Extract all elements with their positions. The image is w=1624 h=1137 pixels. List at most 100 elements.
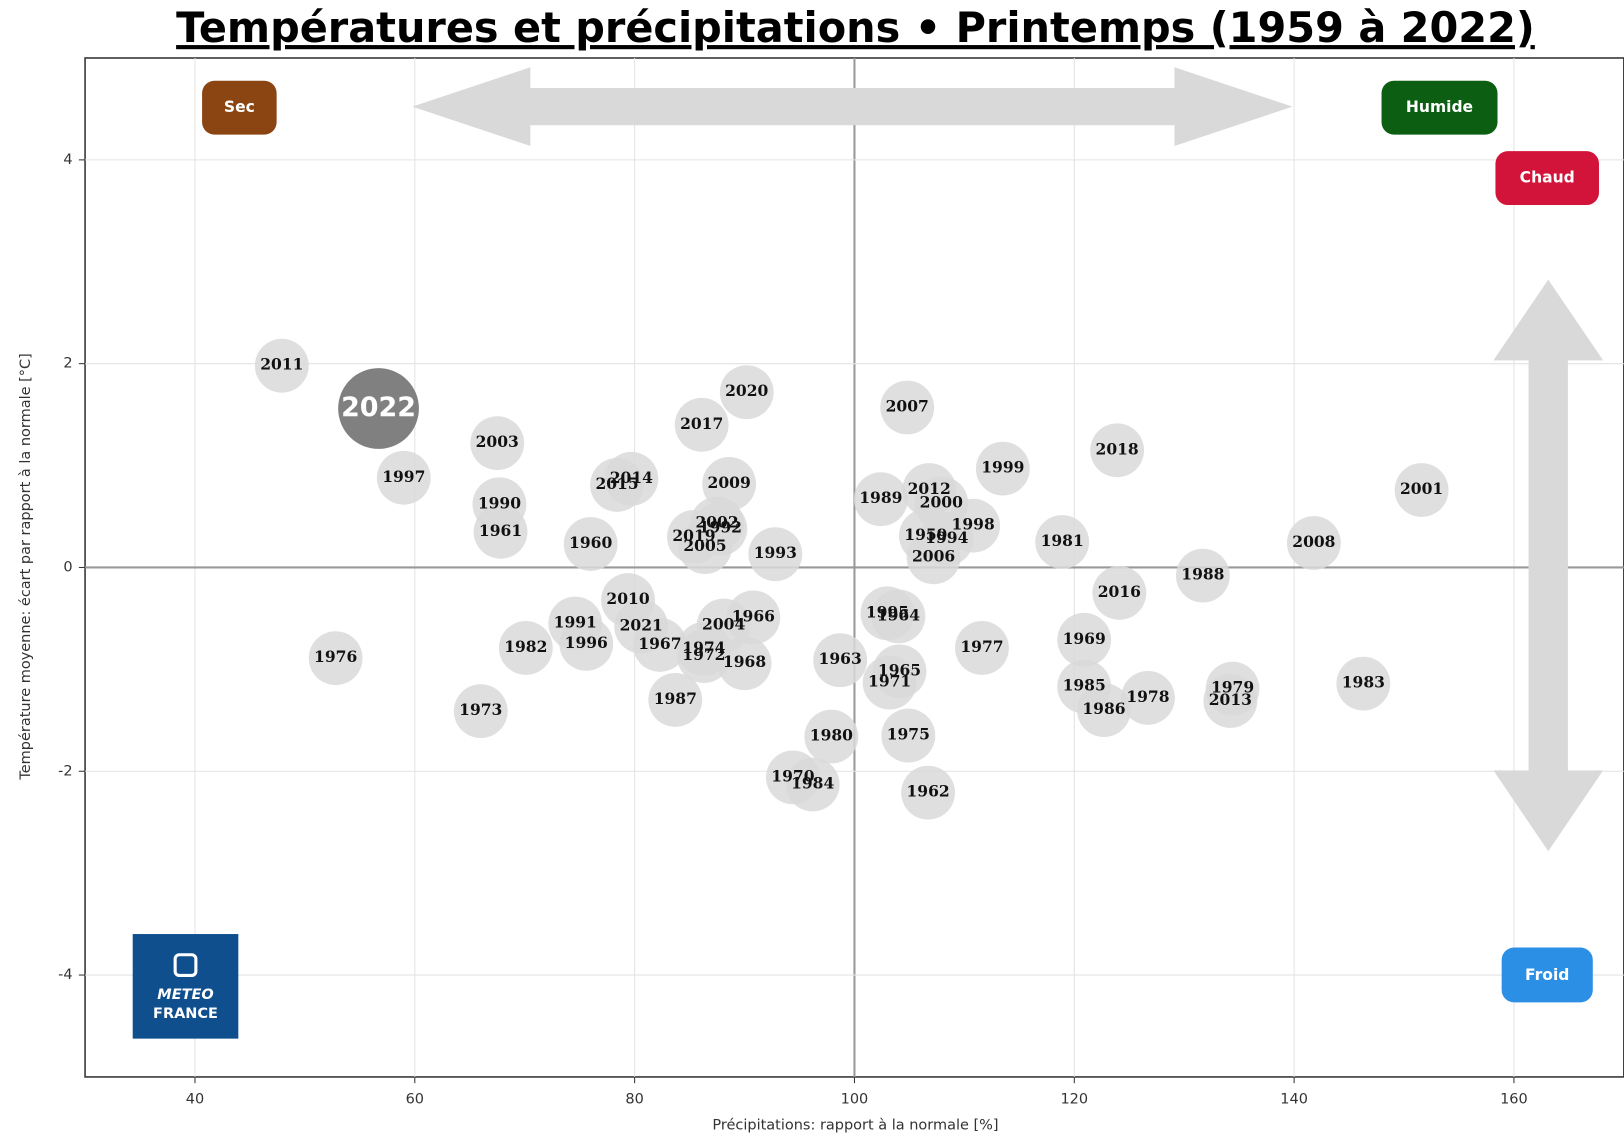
point-label: 1981 (1041, 531, 1084, 550)
point (254, 338, 309, 393)
point-label: 2016 (1098, 582, 1141, 601)
chart-title: Températures et précipitations • Printem… (176, 4, 1535, 52)
point-label: 1967 (638, 634, 681, 653)
y-tick-label: 2 (63, 356, 72, 372)
point (1057, 612, 1112, 667)
point-label: 1971 (868, 672, 911, 691)
point-label: 1979 (1211, 678, 1254, 697)
arrow-vertical (1493, 279, 1604, 852)
point-label: 1983 (1342, 673, 1385, 692)
point-label: 1968 (723, 652, 766, 671)
point-label: 1974 (682, 638, 725, 657)
point-label: 2018 (1096, 439, 1139, 458)
point (1203, 674, 1258, 728)
point-label: 1982 (504, 637, 547, 656)
point-label: 2002 (695, 513, 738, 532)
point-label: 1990 (478, 493, 521, 512)
point-label: 1970 (771, 766, 814, 785)
point-label: 2008 (1292, 532, 1335, 551)
point (338, 368, 419, 449)
y-tick-label: -2 (58, 763, 72, 779)
x-tick-label: 60 (406, 1092, 424, 1108)
point-label: 2022 (341, 392, 416, 423)
point (906, 530, 961, 585)
point-label: 2007 (886, 396, 929, 415)
point-label: 1973 (459, 700, 502, 719)
x-tick-label: 120 (1060, 1092, 1088, 1108)
point (955, 621, 1009, 675)
point (748, 527, 803, 582)
y-tick-label: 0 (63, 559, 72, 575)
point (632, 617, 687, 672)
point (1092, 566, 1147, 620)
point (453, 684, 508, 739)
point-label: 1965 (878, 660, 921, 679)
point-label: 2011 (260, 355, 303, 374)
point (559, 616, 614, 671)
point-label: 1976 (314, 647, 357, 666)
point-label: 1962 (907, 782, 950, 801)
point-label: 2009 (708, 473, 751, 492)
point (1090, 423, 1145, 478)
point-label: 2014 (610, 468, 653, 487)
chaud-label: Chaud (1520, 169, 1575, 187)
point-label: 1992 (699, 518, 742, 537)
point (1336, 656, 1391, 711)
point-label: 1995 (866, 602, 909, 621)
y-axis-label: Température moyenne: écart par rapport à… (18, 353, 34, 780)
x-tick-label: 160 (1500, 1092, 1528, 1108)
point-label: 2017 (680, 414, 723, 433)
logo (132, 934, 239, 1039)
decorations (412, 67, 1604, 852)
point (813, 633, 868, 688)
point-label: 1959 (904, 525, 947, 544)
point (604, 451, 659, 506)
point (1175, 548, 1230, 603)
point-label: 2019 (672, 526, 715, 545)
point-label: 1997 (382, 467, 425, 486)
point-label: 1980 (810, 726, 853, 745)
point-label: 2000 (920, 492, 963, 511)
point (470, 416, 525, 471)
froid-box (1501, 947, 1593, 1003)
point-label: 1977 (960, 637, 1003, 656)
point-label: 2015 (595, 474, 638, 493)
y-tick-label: -4 (58, 967, 72, 983)
froid-label: Froid (1525, 966, 1569, 984)
point (901, 765, 956, 820)
point-label: 1996 (565, 633, 608, 652)
point (804, 709, 859, 764)
point-label: 1998 (952, 515, 995, 534)
point-label: 1991 (554, 613, 597, 632)
point (678, 520, 732, 575)
point-label: 1985 (1063, 676, 1106, 695)
point (1035, 515, 1090, 569)
x-tick-label: 140 (1280, 1092, 1308, 1108)
y-tick-label: 4 (63, 152, 72, 168)
point (308, 631, 363, 686)
point (648, 673, 703, 727)
point-label: 2013 (1209, 690, 1252, 709)
point (726, 590, 781, 645)
x-tick-label: 80 (625, 1092, 643, 1108)
point-label: 1975 (887, 725, 930, 744)
humide-label: Humide (1406, 98, 1473, 116)
humide-box (1381, 80, 1498, 135)
point (376, 450, 431, 505)
point-label: 1986 (1082, 699, 1125, 718)
point-label: 1964 (877, 605, 920, 624)
point-label: 2010 (606, 589, 649, 608)
logo-icon (173, 953, 198, 978)
point-label: 1960 (569, 533, 612, 552)
point (717, 636, 772, 691)
point-label: 2004 (702, 615, 745, 634)
point (975, 441, 1030, 496)
point-label: 1988 (1181, 565, 1224, 584)
point-label: 1961 (479, 521, 522, 540)
point-label: 1978 (1126, 687, 1169, 706)
point-label: 2001 (1400, 479, 1443, 498)
point (1077, 683, 1131, 738)
point (871, 589, 926, 644)
sec-label: Sec (224, 98, 255, 116)
